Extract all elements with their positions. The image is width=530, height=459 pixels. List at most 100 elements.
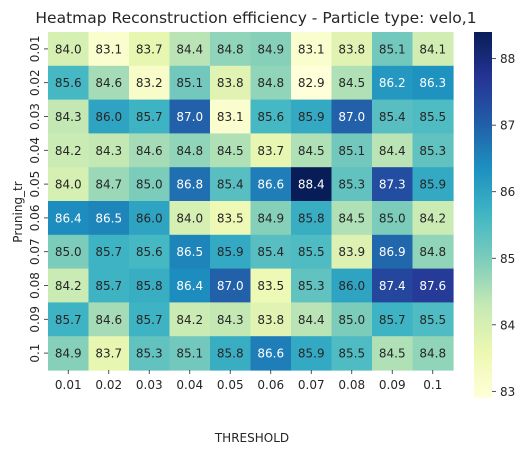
heatmap-cell bbox=[88, 65, 130, 101]
y-tick-label: 0.06 bbox=[28, 205, 42, 232]
cell-value-label: 87.4 bbox=[379, 279, 406, 293]
heatmap-cell bbox=[331, 336, 373, 371]
heatmap-cell bbox=[250, 32, 292, 67]
cell-value-label: 85.4 bbox=[379, 110, 406, 124]
x-tick-label: 0.01 bbox=[55, 378, 82, 392]
y-tick-label: 0.09 bbox=[28, 306, 42, 333]
cell-value-label: 84.5 bbox=[338, 211, 365, 225]
y-axis-ticks: 0.01 0.02 0.03 0.04 0.05 0.06 0.07 0.08 0.09 0.1 bbox=[28, 36, 48, 363]
heatmap-cell bbox=[372, 167, 414, 202]
heatmap-cell bbox=[291, 201, 333, 236]
cell-value-label: 85.7 bbox=[55, 313, 82, 327]
heatmap-cell bbox=[129, 302, 171, 337]
heatmap-cell bbox=[48, 65, 90, 101]
cell-value-label: 84.4 bbox=[176, 42, 203, 56]
cell-value-label: 85.5 bbox=[419, 110, 446, 124]
cell-value-label: 84.3 bbox=[55, 110, 82, 124]
heatmap-cell bbox=[291, 336, 333, 371]
cell-value-label: 85.3 bbox=[298, 279, 325, 293]
heatmap-cell bbox=[250, 234, 292, 270]
heatmap-cell bbox=[291, 133, 333, 168]
cell-value-label: 84.8 bbox=[419, 245, 446, 259]
cell-value-label: 84.6 bbox=[136, 144, 163, 158]
heatmap-cell bbox=[372, 268, 414, 303]
cell-value-label: 83.9 bbox=[338, 245, 365, 259]
heatmap-cell bbox=[412, 234, 454, 270]
cell-value-label: 82.9 bbox=[298, 76, 325, 90]
heatmap-cell bbox=[291, 32, 333, 67]
heatmap-cell bbox=[88, 336, 130, 371]
cell-value-label: 85.8 bbox=[217, 347, 244, 361]
heatmap-cell bbox=[210, 336, 252, 371]
heatmap-cell bbox=[331, 268, 373, 303]
cell-value-label: 86.9 bbox=[379, 245, 406, 259]
cell-value-label: 85.6 bbox=[257, 110, 284, 124]
cell-value-label: 83.7 bbox=[95, 347, 122, 361]
heatmap-cell bbox=[412, 167, 454, 202]
x-tick-label: 0.06 bbox=[257, 378, 284, 392]
cell-value-label: 85.9 bbox=[217, 245, 244, 259]
heatmap-cell bbox=[169, 268, 211, 303]
y-tick-label: 0.1 bbox=[28, 344, 42, 363]
cell-value-label: 87.0 bbox=[338, 110, 365, 124]
cell-value-label: 85.5 bbox=[338, 347, 365, 361]
cell-value-label: 85.7 bbox=[95, 245, 122, 259]
colorbar-tick-label: 86 bbox=[500, 185, 515, 199]
cell-value-label: 85.1 bbox=[176, 76, 203, 90]
heatmap-cell bbox=[250, 201, 292, 236]
colorbar: 83 84 85 86 87 88 bbox=[474, 32, 515, 399]
heatmap-cell bbox=[412, 268, 454, 303]
heatmap-cell bbox=[169, 302, 211, 337]
heatmap-cell bbox=[169, 32, 211, 67]
heatmap-cell bbox=[331, 201, 373, 236]
cell-value-label: 83.7 bbox=[257, 144, 284, 158]
heatmap-cell bbox=[372, 99, 414, 134]
heatmap-cell bbox=[129, 268, 171, 303]
heatmap-cell bbox=[210, 65, 252, 101]
cell-value-label: 84.3 bbox=[95, 144, 122, 158]
cell-value-label: 87.3 bbox=[379, 178, 406, 192]
heatmap-cell bbox=[48, 302, 90, 337]
heatmap-cell bbox=[210, 99, 252, 134]
heatmap-cell bbox=[331, 234, 373, 270]
heatmap-cell bbox=[169, 167, 211, 202]
cell-value-label: 85.5 bbox=[298, 245, 325, 259]
heatmap-cell bbox=[250, 302, 292, 337]
heatmap-cell bbox=[88, 302, 130, 337]
heatmap-cell bbox=[412, 201, 454, 236]
colorbar-tick-label: 84 bbox=[500, 318, 515, 332]
heatmap-cell bbox=[412, 302, 454, 337]
heatmap-cell bbox=[372, 32, 414, 67]
x-tick-label: 0.1 bbox=[423, 378, 442, 392]
heatmap-cell bbox=[331, 133, 373, 168]
cell-value-label: 86.3 bbox=[419, 76, 446, 90]
cell-value-label: 84.1 bbox=[419, 42, 446, 56]
cell-value-label: 86.6 bbox=[257, 178, 284, 192]
cell-value-label: 85.1 bbox=[379, 42, 406, 56]
cell-value-label: 84.0 bbox=[55, 42, 82, 56]
heatmap-cell bbox=[210, 201, 252, 236]
cell-value-label: 85.4 bbox=[257, 245, 284, 259]
heatmap-cell bbox=[331, 99, 373, 134]
colorbar-tick-label: 85 bbox=[500, 252, 515, 266]
heatmap-cell bbox=[291, 99, 333, 134]
heatmap-cell bbox=[331, 302, 373, 337]
cell-value-label: 85.7 bbox=[136, 110, 163, 124]
cell-value-label: 84.5 bbox=[379, 347, 406, 361]
heatmap-cell bbox=[250, 99, 292, 134]
y-tick-label: 0.02 bbox=[28, 69, 42, 96]
cell-value-label: 85.0 bbox=[379, 211, 406, 225]
cell-value-label: 84.2 bbox=[176, 313, 203, 327]
heatmap-cell bbox=[129, 167, 171, 202]
heatmap-cells bbox=[48, 32, 454, 371]
cell-value-label: 85.5 bbox=[419, 313, 446, 327]
heatmap-cell bbox=[48, 268, 90, 303]
cell-value-label: 85.3 bbox=[338, 178, 365, 192]
cell-value-label: 88.4 bbox=[298, 178, 325, 192]
colorbar-tick-label: 88 bbox=[500, 52, 515, 66]
heatmap-cell bbox=[412, 99, 454, 134]
y-tick-label: 0.04 bbox=[28, 137, 42, 164]
cell-value-label: 84.2 bbox=[55, 279, 82, 293]
y-tick-label: 0.01 bbox=[28, 36, 42, 63]
